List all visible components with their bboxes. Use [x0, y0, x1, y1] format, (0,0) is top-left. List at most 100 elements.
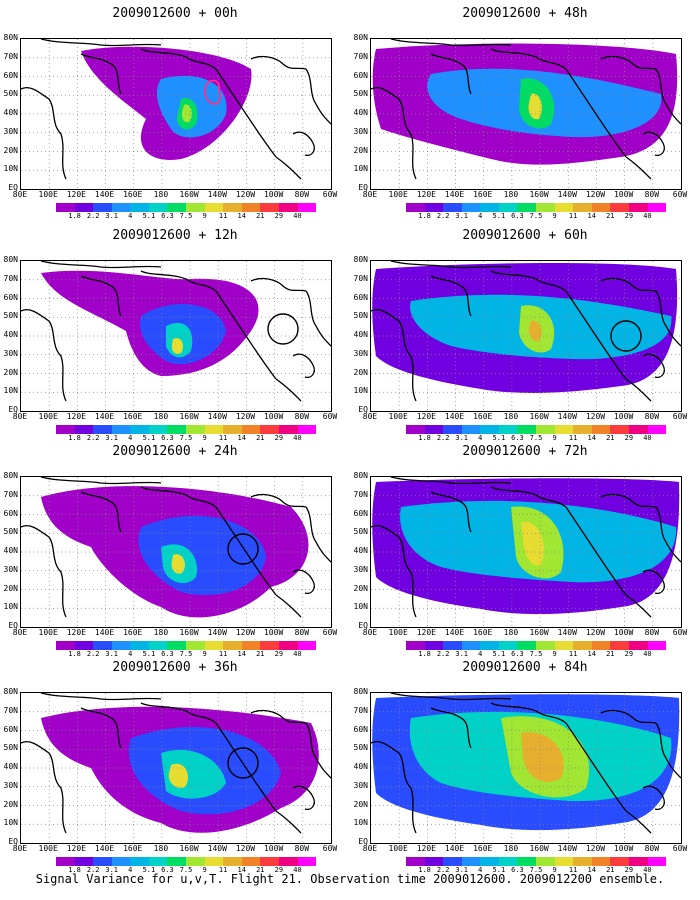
colorbar-swatch: [554, 641, 574, 650]
latitude-label: 10N: [3, 164, 18, 174]
longitude-label: 100W: [263, 628, 284, 637]
latitude-label: 30N: [3, 780, 18, 790]
flight-track: [204, 79, 222, 105]
coastline: [215, 722, 277, 812]
colorbar-swatch: [223, 203, 242, 212]
colorbar-swatch: [241, 425, 261, 434]
colorbar-swatch: [591, 857, 611, 866]
coastline: [215, 290, 277, 380]
coastline: [40, 39, 162, 47]
colorbar-tick-label: 14: [587, 434, 596, 442]
longitude-label: 100E: [38, 190, 58, 199]
longitude-axis: 80E 100E 120E 140E 160E 180 160W 140W 120W 100W 80…: [350, 844, 700, 854]
coastline: [390, 261, 512, 269]
colorbar-swatch: [480, 857, 499, 866]
longitude-label: 140W: [207, 628, 227, 637]
signal-variance-map: [20, 476, 332, 628]
colorbar: [56, 857, 317, 866]
colorbar-swatch: [591, 641, 611, 650]
figure-caption: Signal Variance for u,v,T. Flight 21. Ob…: [35, 872, 665, 886]
colorbar-swatch: [406, 203, 425, 212]
coastline: [655, 290, 681, 347]
colorbar-tick-label: 7.5: [529, 434, 543, 442]
colorbar-tick-label: 11: [218, 212, 228, 220]
colorbar-tick-label: 21: [606, 212, 615, 220]
longitude-label: 160W: [179, 844, 199, 853]
latitude-label: 40N: [3, 108, 18, 117]
latitude-label: 20N: [353, 583, 368, 593]
coastline: [250, 493, 307, 508]
colorbar-ticks: 1.8 2.2 3.1 4 5.1 6.3 7.5 9 11 14 21 29 40: [406, 650, 666, 659]
colorbar-swatch: [204, 857, 224, 866]
coastline: [642, 131, 665, 157]
map-canvas: [21, 693, 331, 843]
coastline: [305, 722, 331, 779]
colorbar-tick-label: 9: [202, 650, 207, 658]
latitude-label: 50N: [3, 89, 18, 99]
coastline: [600, 493, 657, 508]
coastline: [490, 702, 567, 724]
colorbar-swatch: [260, 425, 279, 434]
signal-variance-map: [20, 260, 332, 412]
longitude-label: 160E: [473, 190, 493, 199]
coastline: [21, 309, 67, 402]
longitude-label: 60W: [672, 628, 688, 637]
map-canvas: [21, 261, 331, 411]
longitude-label: 100E: [388, 190, 408, 199]
latitude-label: 40N: [3, 546, 18, 555]
longitude-axis: 80E 100E 120E 140E 160E 180 160W 140W 120W 100W 80…: [0, 844, 350, 854]
longitude-label: 120W: [585, 190, 606, 199]
latitude-label: 10N: [353, 818, 368, 828]
colorbar-tick-label: 1.8: [418, 212, 431, 220]
map-canvas: [371, 261, 681, 411]
longitude-label: 140W: [207, 844, 227, 853]
coastline: [215, 68, 277, 158]
latitude-label: 10N: [3, 602, 18, 612]
colorbar-tick-label: 5.1: [492, 434, 506, 442]
latitude-label: 10N: [353, 602, 368, 612]
longitude-axis: 80E 100E 120E 140E 160E 180 160W 140W 120W 100W 80…: [350, 628, 700, 638]
longitude-label: 140E: [444, 190, 465, 199]
latitude-label: 80N: [3, 255, 18, 264]
colorbar-tick-label: 5.1: [142, 212, 156, 220]
coastline: [140, 48, 217, 70]
colorbar: [56, 425, 317, 434]
colorbar-swatch: [93, 203, 112, 212]
colorbar-tick-label: 29: [274, 212, 284, 220]
latitude-label: 30N: [3, 564, 18, 574]
longitude-label: 80E: [12, 628, 28, 637]
longitude-label: 100W: [263, 844, 284, 853]
longitude-label: 140W: [557, 844, 577, 853]
longitude-label: 100W: [263, 190, 284, 199]
colorbar-swatch: [443, 425, 462, 434]
longitude-label: 100W: [613, 844, 634, 853]
colorbar: [56, 203, 317, 212]
coastline: [275, 594, 302, 618]
longitude-label: 140E: [444, 628, 465, 637]
latitude-label: 70N: [353, 273, 368, 283]
variance-contour: [521, 732, 564, 782]
colorbar-tick-label: 14: [587, 866, 596, 874]
colorbar-tick-label: 3.1: [455, 866, 469, 874]
colorbar-tick-label: 4: [128, 866, 133, 874]
coastline: [80, 275, 122, 317]
colorbar-swatch: [591, 203, 611, 212]
colorbar-swatch: [167, 203, 187, 212]
coastline: [430, 53, 472, 95]
colorbar-tick-label: 7.5: [179, 650, 193, 658]
colorbar-swatch: [443, 641, 462, 650]
latitude-label: 60N: [353, 508, 368, 518]
colorbar-tick-label: 3.1: [105, 212, 119, 220]
signal-variance-map: [370, 692, 682, 844]
colorbar-tick-label: 11: [568, 434, 578, 442]
colorbar-tick-label: 3.1: [105, 650, 119, 658]
colorbar-swatch: [480, 425, 499, 434]
latitude-label: 40N: [353, 546, 368, 555]
colorbar-tick-label: 9: [202, 212, 207, 220]
colorbar-swatch: [610, 857, 629, 866]
coastline: [250, 55, 307, 70]
coastline: [600, 709, 657, 724]
longitude-label: 120W: [235, 412, 256, 421]
colorbar-tick-label: 2.2: [436, 434, 450, 442]
panel-title: 2009012600 + 60h: [462, 228, 588, 243]
